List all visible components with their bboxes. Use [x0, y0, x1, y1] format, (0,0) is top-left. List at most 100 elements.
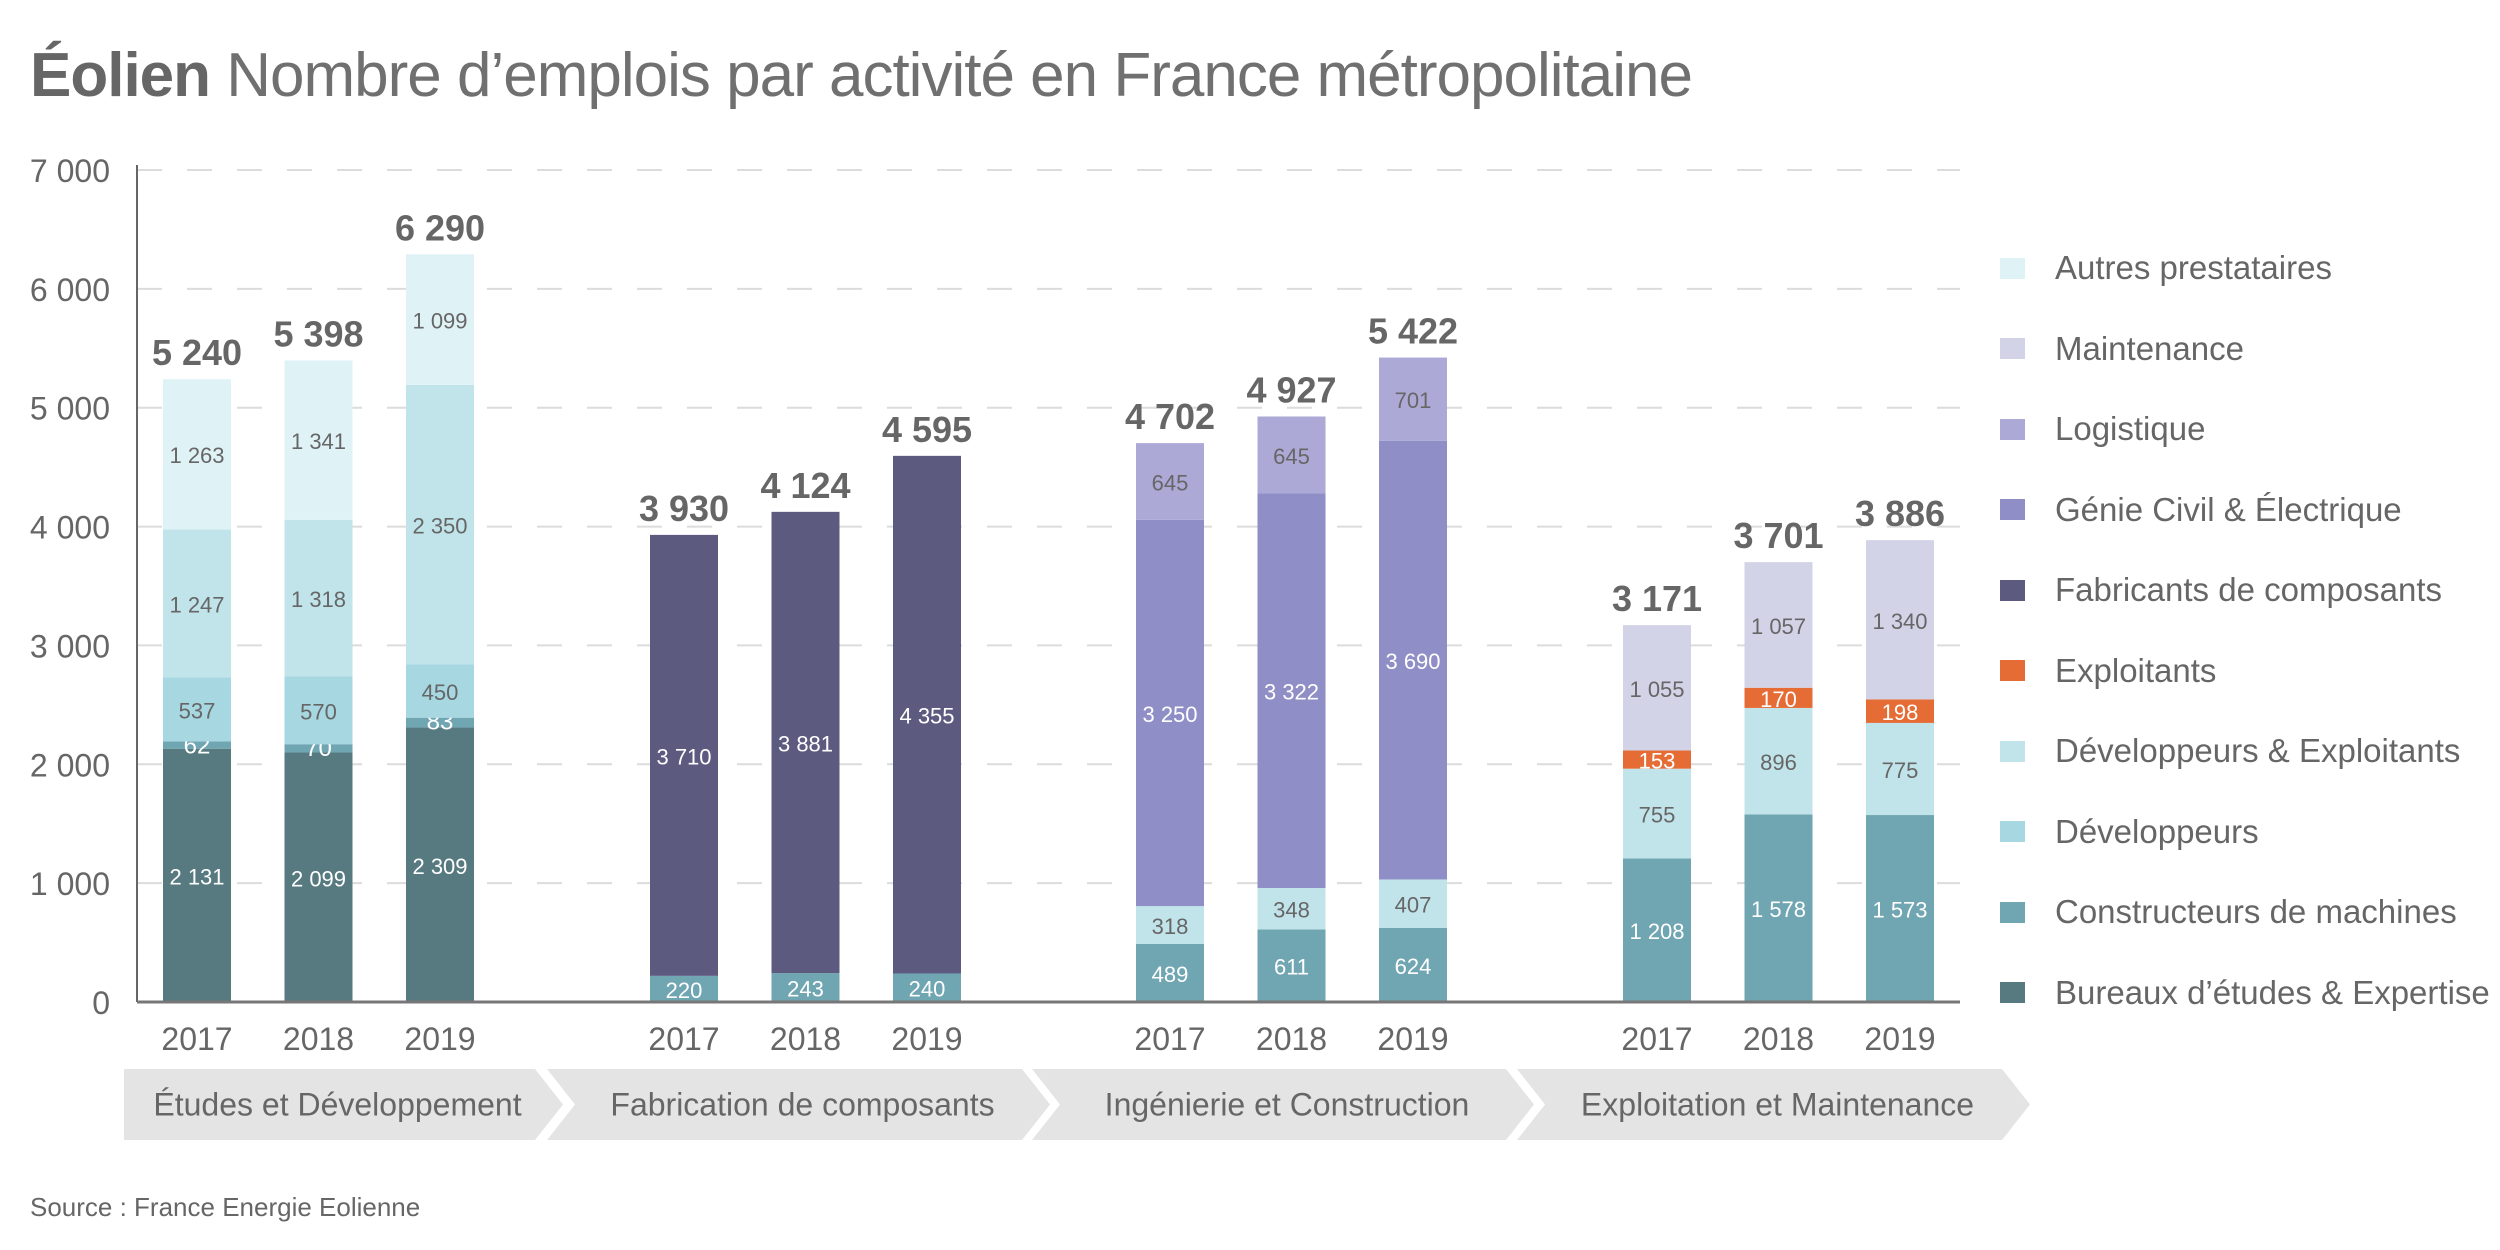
bar-total-label: 3 886	[1855, 493, 1945, 534]
legend-item: Autres prestataires	[2000, 248, 2332, 288]
x-tick-label: 2019	[1377, 1021, 1448, 1057]
x-tick-label: 2019	[404, 1021, 475, 1057]
segment-value-label: 2 099	[291, 866, 346, 891]
bar-segment	[1744, 707, 1813, 815]
category-label: Ingénierie et Construction	[1105, 1087, 1470, 1123]
chart-title-rest: Nombre d’emplois par activité en France …	[226, 41, 1693, 110]
bar-segment	[1866, 699, 1934, 723]
bar-segment	[1866, 815, 1934, 1002]
legend-label: Constructeurs de machines	[2055, 893, 2457, 930]
bar-segment	[1379, 357, 1447, 441]
segment-value-label: 2 350	[412, 514, 467, 539]
segment-value-label: 1 341	[291, 429, 346, 454]
bar-segment	[406, 727, 474, 1002]
segment-value-label: 1 263	[169, 443, 224, 468]
segment-value-label: 775	[1882, 758, 1919, 783]
segment-value-label: 2 131	[169, 864, 224, 889]
bar-segment	[1136, 943, 1204, 1002]
segment-value-label: 450	[422, 680, 459, 705]
y-tick-label: 7 000	[30, 153, 110, 189]
legend-swatch	[2000, 338, 2025, 359]
bar-segment	[1379, 927, 1447, 1002]
y-tick-label: 1 000	[30, 866, 110, 902]
legend-swatch	[2000, 499, 2025, 520]
legend-item: Développeurs	[2000, 812, 2259, 852]
legend-swatch	[2000, 660, 2025, 681]
legend-item: Maintenance	[2000, 329, 2244, 369]
segment-value-label: 3 710	[656, 744, 711, 769]
bar-segment	[1136, 443, 1204, 520]
bar-segment	[650, 534, 718, 976]
bar-segment	[893, 973, 961, 1002]
bar-total-label: 4 595	[882, 409, 972, 450]
category-label: Exploitation et Maintenance	[1581, 1087, 1974, 1123]
segment-value-label: 489	[1152, 962, 1189, 987]
segment-value-label: 1 573	[1872, 898, 1927, 923]
segment-value-label: 3 250	[1142, 702, 1197, 727]
segment-value-label: 407	[1395, 893, 1432, 918]
source-note: Source : France Energie Eolienne	[30, 1192, 421, 1222]
segment-value-label: 570	[300, 699, 337, 724]
legend-label: Développeurs & Exploitants	[2055, 732, 2461, 769]
bar-segment	[1866, 722, 1934, 816]
legend-swatch	[2000, 579, 2025, 601]
bar-segment	[771, 511, 840, 974]
bar-segment	[163, 677, 231, 742]
bar-segment	[1136, 519, 1204, 907]
segment-value-label: 3 690	[1385, 649, 1440, 674]
legend-item: Logistique	[2000, 409, 2205, 449]
bar-segment	[163, 379, 231, 530]
segment-value-label: 701	[1395, 388, 1432, 413]
segment-value-label: 645	[1152, 470, 1189, 495]
bar-total-label: 4 124	[760, 465, 850, 506]
segment-value-label: 1 340	[1872, 609, 1927, 634]
bar-total-label: 4 927	[1246, 370, 1336, 411]
legend-swatch	[2000, 418, 2025, 440]
legend-item: Génie Civil & Électrique	[2000, 490, 2402, 530]
bar-segment	[406, 254, 474, 385]
x-tick-label: 2018	[1256, 1021, 1327, 1057]
bar-segment	[771, 973, 840, 1002]
legend-item: Fabricants de composants	[2000, 570, 2442, 610]
bar-segment	[406, 717, 474, 728]
segment-value-label: 611	[1274, 955, 1309, 980]
bar-segment	[1379, 440, 1447, 880]
bar-segment	[406, 384, 474, 665]
bar-segment	[1866, 540, 1934, 700]
segment-value-label: 755	[1639, 803, 1676, 828]
x-tick-label: 2018	[1743, 1021, 1814, 1057]
bar-segment	[1257, 493, 1326, 889]
x-tick-label: 2017	[1621, 1021, 1692, 1057]
bar-segment	[1257, 888, 1326, 930]
x-tick-label: 2019	[1864, 1021, 1935, 1057]
segment-value-label: 1 208	[1629, 919, 1684, 944]
bar-segment	[1379, 879, 1447, 928]
segment-value-label: 198	[1882, 700, 1919, 725]
bar-total-label: 3 930	[639, 488, 729, 529]
bar-segment	[1257, 929, 1326, 1002]
y-tick-label: 6 000	[30, 272, 110, 308]
category-band	[1517, 1069, 2030, 1140]
bar-segment	[1744, 562, 1813, 688]
segment-value-label: 537	[179, 698, 216, 723]
bar-total-label: 6 290	[395, 207, 485, 248]
segment-value-label: 240	[909, 977, 946, 1002]
bar-segment	[1744, 814, 1813, 1002]
segment-value-label: 1 055	[1629, 677, 1684, 702]
bar-segment	[406, 664, 474, 718]
legend-item: Constructeurs de machines	[2000, 892, 2457, 932]
bar-segment	[284, 519, 353, 677]
y-tick-label: 0	[92, 985, 110, 1021]
segment-value-label: 3 322	[1264, 680, 1319, 705]
bar-segment	[284, 360, 353, 520]
y-tick-label: 4 000	[30, 510, 110, 546]
legend-label: Exploitants	[2055, 651, 2217, 689]
chart-title-bold: Éolien	[30, 41, 211, 110]
x-tick-label: 2017	[161, 1021, 232, 1057]
bar-total-label: 5 240	[152, 332, 242, 373]
bar-segment	[284, 676, 353, 745]
legend-label: Développeurs	[2055, 812, 2259, 850]
bar-segment	[1623, 768, 1691, 859]
legend-item: Développeurs & Exploitants	[2000, 731, 2460, 771]
bar-total-label: 5 398	[273, 313, 363, 354]
